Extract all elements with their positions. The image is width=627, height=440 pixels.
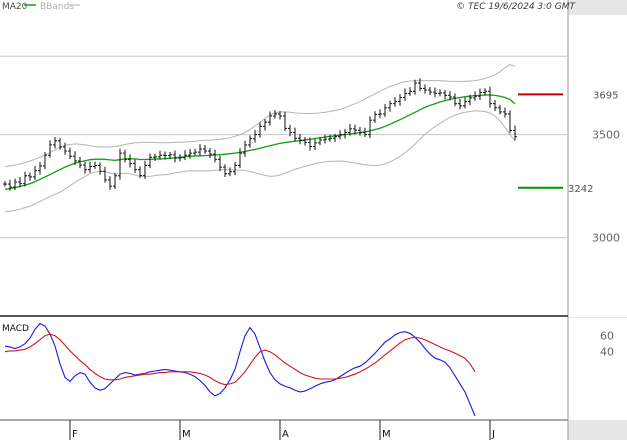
bb-lower-line: [4, 110, 516, 213]
month-label: M: [182, 429, 191, 440]
price-axis-ticks: 3500 3000: [592, 129, 620, 245]
resistance-level-label: 3695: [593, 90, 618, 101]
support-level-label: 3242: [568, 184, 593, 195]
month-label: J: [491, 429, 495, 440]
macd-panel-title: MACD: [2, 324, 29, 334]
month-label: A: [282, 429, 289, 440]
macd-tick-label: 60: [600, 330, 614, 343]
macd-lines: [4, 322, 476, 417]
grid-lines: [0, 55, 568, 239]
bollinger-bands: [4, 63, 516, 213]
month-label: M: [382, 429, 391, 440]
price-levels: 3695 3242: [518, 90, 618, 195]
legend-ma20: MA20: [2, 2, 28, 12]
macd-line: [4, 322, 476, 417]
price-bars: [3, 78, 517, 191]
month-label: F: [72, 429, 78, 440]
macd-axis-area: [568, 318, 627, 420]
bb-upper-line: [4, 63, 516, 167]
price-axis-area: [568, 15, 627, 317]
price-tick-label: 3000: [592, 232, 620, 245]
legend-bbands: BBands: [40, 2, 74, 12]
price-tick-label: 3500: [592, 129, 620, 142]
macd-tick-label: 40: [600, 346, 614, 359]
copyright-timestamp: © TEC 19/6/2024 3:0 GMT: [456, 2, 576, 12]
signal-line: [4, 333, 476, 386]
ma20-path: [4, 94, 516, 190]
ma20-line: [4, 94, 516, 190]
